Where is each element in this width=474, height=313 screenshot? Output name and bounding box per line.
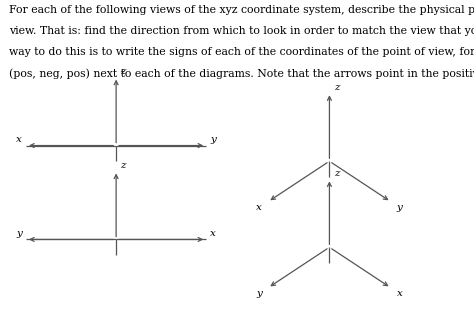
Text: way to do this is to write the signs of each of the coordinates of the point of : way to do this is to write the signs of …: [9, 47, 474, 57]
Text: x: x: [256, 203, 262, 212]
Text: For each of the following views of the xyz coordinate system, describe the physi: For each of the following views of the x…: [9, 5, 474, 15]
Text: y: y: [397, 203, 402, 212]
Text: x: x: [210, 229, 216, 238]
Text: view. That is: find the direction from which to look in order to match the view : view. That is: find the direction from w…: [9, 26, 474, 36]
Text: z: z: [120, 68, 126, 76]
Text: x: x: [16, 136, 22, 144]
Text: x: x: [397, 289, 402, 298]
Text: (pos, neg, pos) next to each of the diagrams. Note that the arrows point in the : (pos, neg, pos) next to each of the diag…: [9, 69, 474, 79]
Text: z: z: [334, 169, 339, 178]
Text: y: y: [256, 289, 262, 298]
Text: z: z: [120, 162, 126, 170]
Text: y: y: [16, 229, 22, 238]
Text: z: z: [334, 83, 339, 92]
Text: y: y: [210, 136, 216, 144]
